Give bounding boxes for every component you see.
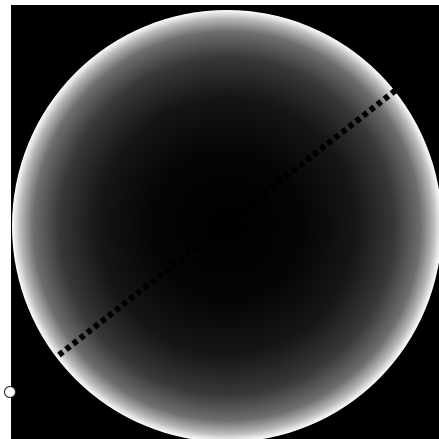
disc-image [11,5,439,439]
image-canvas[interactable] [11,5,439,439]
circle-handle-icon[interactable] [4,386,16,398]
